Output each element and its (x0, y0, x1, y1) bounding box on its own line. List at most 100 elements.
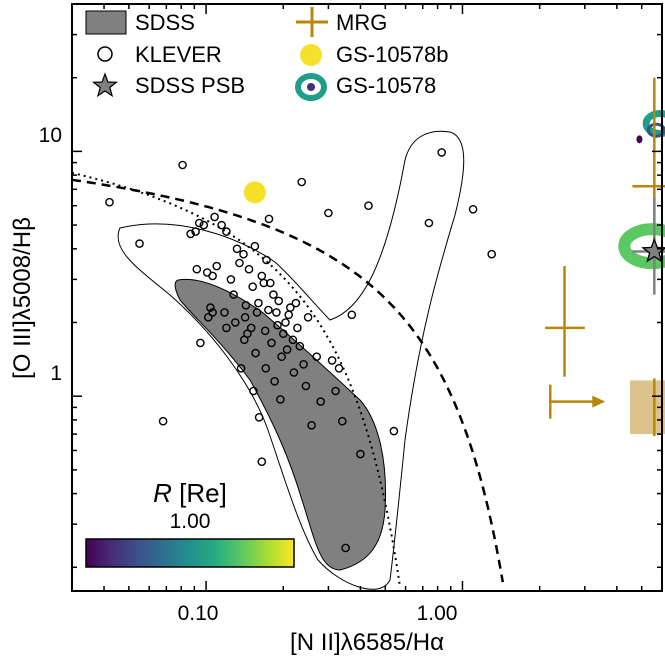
klever-point (285, 303, 295, 312)
klever-point (284, 310, 294, 320)
klever-point (199, 220, 209, 230)
klever-point (105, 197, 114, 207)
legend-mrg-label: MRG (336, 10, 387, 35)
legend-gs10578b-label: GS-10578b (336, 42, 449, 67)
klever-point (487, 249, 497, 259)
klever-point (254, 298, 263, 308)
klever-point (240, 312, 250, 322)
legend-sdss-label: SDSS (135, 10, 195, 35)
klever-point (307, 420, 316, 430)
klever-point (341, 543, 350, 553)
klever-point (316, 397, 326, 406)
klever-point (249, 386, 258, 396)
klever-point (272, 308, 281, 317)
legend-klever-label: KLEVER (135, 42, 222, 67)
legend-sdss-swatch (85, 10, 127, 35)
legend-mrg-cross (296, 7, 328, 37)
sdss-outer-contour (117, 130, 465, 590)
legend-gs10578-core (307, 83, 315, 91)
klever-points (105, 148, 497, 553)
legend: SDSS KLEVER SDSS PSB MRG GS-10578b GS-10… (85, 7, 449, 101)
klever-point (222, 227, 231, 236)
klever-point (334, 363, 344, 373)
legend-psb-label: SDSS PSB (135, 73, 245, 98)
legend-gs10578-ring (295, 73, 327, 101)
gs10578-ring-core (636, 135, 643, 144)
klever-point (178, 160, 187, 170)
colorbar-bar (85, 538, 295, 568)
gs10578b-point (243, 181, 266, 204)
klever-point (267, 338, 276, 348)
klever-point (257, 457, 267, 467)
klever-point (229, 290, 238, 299)
klever-point (210, 212, 219, 222)
y-tick-label-10: 10 (39, 124, 62, 147)
klever-point (299, 359, 308, 369)
sdss-psb-point (632, 197, 665, 295)
klever-point (135, 239, 144, 248)
klever-point (232, 244, 242, 254)
gs10578-ring (642, 109, 665, 137)
klever-point (312, 352, 322, 362)
plot-frame (71, 3, 663, 592)
klever-point (235, 258, 244, 268)
klever-point (265, 278, 275, 288)
legend-gs10578-label: GS-10578 (336, 73, 436, 98)
klever-point (220, 308, 229, 317)
legend-klever-marker (97, 46, 113, 62)
klever-point (194, 218, 204, 228)
klever-point (260, 326, 270, 336)
klever-point (364, 201, 373, 210)
klever-point (192, 264, 202, 274)
gs10578-ring (618, 223, 665, 270)
klever-point (424, 218, 434, 228)
klever-point (264, 305, 273, 315)
klever-point (208, 271, 217, 281)
klever-point (251, 348, 260, 358)
gs10578-ring (646, 122, 665, 138)
legend-psb-star (91, 72, 119, 98)
klever-point (303, 312, 313, 322)
klever-point (217, 220, 226, 230)
axis-ticks (71, 3, 663, 591)
y-axis-title: [O III]λ5008/Hβ (9, 217, 36, 379)
klever-point (252, 308, 262, 317)
x-tick-label-1-00: 1.00 (417, 602, 458, 625)
mrg-points (545, 77, 665, 437)
klever-point (236, 363, 246, 373)
colorbar: R [Re] 1.00 (85, 478, 295, 568)
klever-point (262, 255, 271, 265)
klever-point (295, 341, 305, 351)
klever-point (264, 214, 274, 224)
klever-point (248, 282, 257, 292)
klever-point (289, 368, 299, 377)
klever-point (331, 386, 340, 396)
klever-point (222, 323, 231, 333)
klever-point (324, 208, 333, 218)
legend-gs10578b-marker (300, 44, 322, 66)
klever-point (281, 318, 290, 327)
klever-point (270, 376, 279, 386)
x-tick-label-0-10: 0.10 (178, 602, 219, 625)
klever-point (212, 261, 221, 271)
klever-point (244, 264, 254, 274)
klever-point (257, 271, 267, 281)
klever-point (468, 204, 478, 214)
klever-point (208, 308, 217, 317)
x-axis-title: [N II]λ6585/Hα (290, 629, 444, 656)
klever-point (278, 329, 288, 339)
klever-point (301, 381, 311, 391)
klever-point (293, 323, 302, 333)
klever-point (250, 241, 260, 251)
y-tick-label-1: 1 (50, 362, 62, 385)
klever-point (327, 356, 337, 365)
klever-point (291, 298, 301, 308)
klever-point (243, 329, 252, 339)
klever-point (246, 323, 256, 333)
colorbar-label: R [Re] (153, 478, 227, 508)
klever-point (241, 300, 251, 310)
klever-point (196, 338, 205, 348)
klever-point (288, 335, 298, 345)
klever-point (276, 395, 285, 404)
